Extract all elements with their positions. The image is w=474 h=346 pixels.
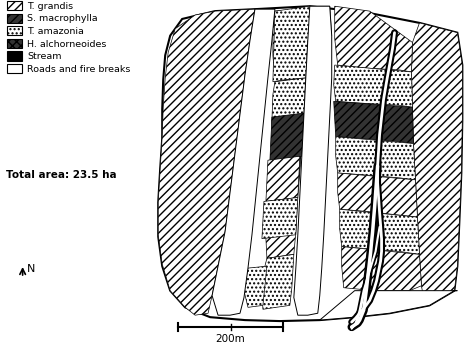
Polygon shape (158, 9, 255, 315)
Polygon shape (262, 198, 298, 239)
Polygon shape (269, 139, 302, 199)
Polygon shape (270, 113, 304, 160)
Polygon shape (342, 247, 421, 291)
Legend: T. grandis, S. macrophylla, T. amazonia, H. alchorneoides, Stream, Roads and fir: T. grandis, S. macrophylla, T. amazonia,… (5, 0, 132, 76)
Polygon shape (336, 137, 416, 180)
Polygon shape (273, 9, 308, 82)
Text: Total area: 23.5 ha: Total area: 23.5 ha (6, 170, 116, 180)
Polygon shape (266, 156, 300, 201)
Polygon shape (272, 78, 306, 143)
Polygon shape (335, 6, 412, 72)
Polygon shape (340, 209, 419, 254)
Polygon shape (273, 6, 332, 82)
Polygon shape (411, 23, 462, 306)
Text: 200m: 200m (216, 334, 246, 344)
Polygon shape (244, 266, 267, 307)
Polygon shape (294, 6, 332, 315)
Polygon shape (266, 195, 298, 258)
Polygon shape (212, 9, 275, 315)
Polygon shape (320, 291, 457, 320)
Text: N: N (27, 264, 35, 274)
Polygon shape (337, 173, 418, 217)
Polygon shape (158, 6, 462, 321)
Polygon shape (334, 101, 413, 144)
Polygon shape (334, 65, 412, 107)
Polygon shape (262, 254, 294, 309)
